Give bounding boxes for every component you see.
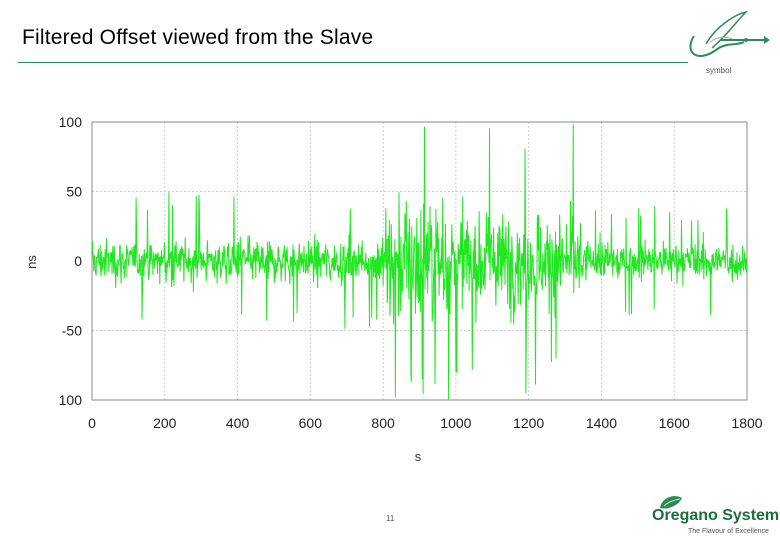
tick-labels: 0 200 400 600 800 1000 1200 1400 1600 1800 100 50 0 -… xyxy=(59,114,763,431)
oregano-tagline: The Flavour of Excellence xyxy=(688,528,769,535)
x-tick-label: 1800 xyxy=(731,415,762,431)
symbol-logo-icon xyxy=(689,10,770,57)
slide-title: Filtered Offset viewed from the Slave xyxy=(22,26,374,49)
x-axis-label: s xyxy=(415,449,422,464)
title-divider xyxy=(18,62,688,63)
page-number: 11 xyxy=(386,514,395,523)
y-tick-label: 100 xyxy=(59,114,83,130)
y-tick-label: 0 xyxy=(74,253,82,269)
oregano-leaf-icon xyxy=(660,496,682,509)
y-tick-label: -50 xyxy=(62,323,82,339)
x-tick-label: 600 xyxy=(299,415,323,431)
x-tick-label: 1200 xyxy=(513,415,544,431)
x-tick-label: 1400 xyxy=(586,415,617,431)
x-tick-label: 800 xyxy=(371,415,395,431)
x-tick-label: 0 xyxy=(88,415,96,431)
plot-frame xyxy=(91,121,748,401)
x-tick-label: 400 xyxy=(226,415,250,431)
x-tick-label: 1000 xyxy=(440,415,471,431)
x-tick-label: 200 xyxy=(153,415,177,431)
oregano-logo-text: Oregano Systems xyxy=(652,507,780,524)
series-line xyxy=(92,124,747,400)
x-tick-label: 1600 xyxy=(659,415,690,431)
symbol-logo-text: symbol xyxy=(706,66,732,75)
y-tick-label: 50 xyxy=(66,184,82,200)
y-axis-label: ns xyxy=(24,255,39,269)
y-tick-label: 100 xyxy=(59,392,83,408)
